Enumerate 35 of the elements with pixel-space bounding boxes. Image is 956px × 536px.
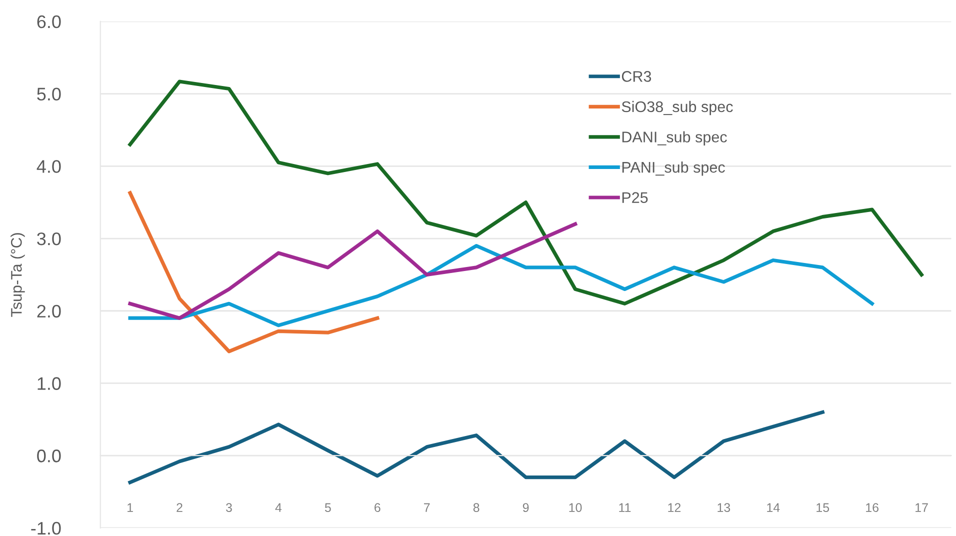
y-tick-label: 5.0 (37, 88, 61, 101)
y-tick-label: 0.0 (37, 450, 61, 462)
y-axis-title: Tsup-Ta (°C) (10, 233, 25, 317)
x-tick-label: 8 (473, 503, 480, 512)
x-tick-label: 3 (226, 503, 232, 512)
line-series (128, 222, 578, 320)
y-tick-label: 6.0 (37, 15, 61, 28)
x-tick-label: 9 (522, 503, 529, 512)
y-tick-label: -1.0 (31, 522, 61, 535)
line-series (128, 244, 874, 328)
x-tick-label: 1 (128, 503, 133, 512)
x-tick-label: 5 (324, 503, 331, 512)
legend-label: SiO38_sub spec (622, 100, 733, 116)
legend-label: P25 (622, 192, 648, 203)
line-series (128, 191, 380, 354)
x-tick-label: 12 (668, 503, 681, 512)
x-tick-label: 10 (569, 503, 582, 512)
y-tick-label: 1.0 (38, 377, 61, 390)
line-series (128, 410, 824, 484)
legend-label: PANI_sub spec (622, 161, 725, 176)
x-tick-label: 14 (767, 503, 780, 512)
x-tick-label: 17 (916, 503, 928, 512)
x-tick-label: 7 (424, 503, 430, 512)
legend-label: DANI_sub spec (622, 131, 727, 146)
x-tick-label: 15 (816, 503, 830, 512)
x-tick-label: 16 (866, 503, 878, 512)
x-tick-label: 4 (275, 503, 282, 512)
y-tick-label: 3.0 (37, 232, 61, 246)
legend-label: CR3 (622, 71, 652, 82)
x-tick-label: 11 (619, 503, 631, 512)
y-tick-label: 4.0 (36, 160, 61, 173)
y-tick-label: 2.0 (37, 304, 61, 318)
x-tick-label: 6 (374, 503, 380, 512)
x-tick-label: 2 (176, 503, 182, 512)
x-tick-label: 13 (718, 503, 730, 512)
